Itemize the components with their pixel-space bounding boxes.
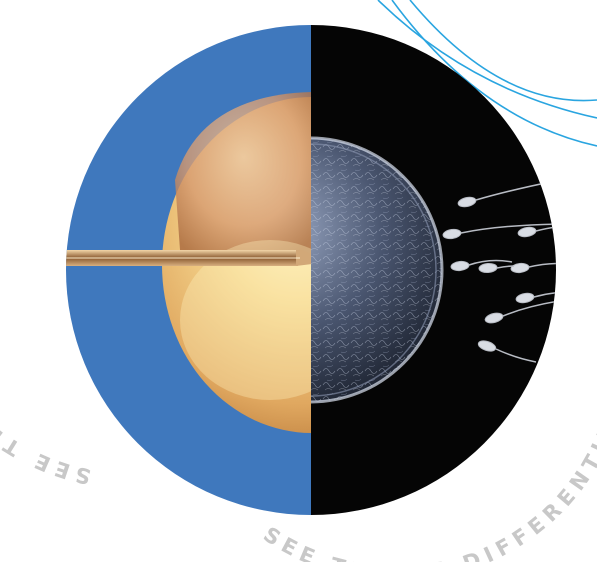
- sperm-cell: [484, 299, 556, 324]
- split-circle: [66, 25, 556, 515]
- ovum-illustration: [162, 92, 311, 433]
- egg-microscope-photo: [311, 136, 444, 404]
- micropipette-needle: [66, 250, 328, 266]
- sperm-cell: [478, 262, 515, 274]
- sperm-cell: [510, 262, 556, 274]
- swoosh-lines: [377, 0, 597, 147]
- sperm-cells: [442, 179, 556, 363]
- sperm-cell: [477, 340, 537, 363]
- sperm-cell: [515, 291, 556, 304]
- sperm-cell: [442, 223, 556, 240]
- sperm-cell: [450, 259, 513, 272]
